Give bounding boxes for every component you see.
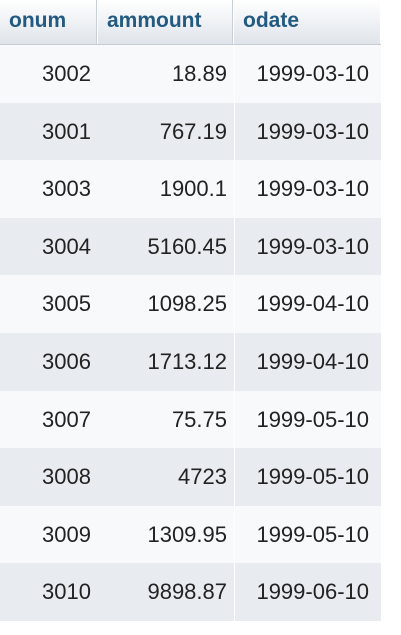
onum-cell: 3004: [42, 233, 91, 259]
odate-cell: 1999-03-10: [234, 102, 381, 161]
odate-cell: 1999-03-10: [234, 160, 381, 218]
odate-cell: 1999-05-10: [234, 448, 381, 506]
table-row[interactable]: 3006 1713.12 1999-04-10: [0, 332, 381, 391]
onum-cell: 3006: [42, 348, 91, 374]
odate-cell: 1999-05-10: [234, 505, 381, 564]
table-row[interactable]: 3002 18.89 1999-03-10: [0, 45, 381, 103]
ammount-cell: 18.89: [171, 61, 227, 86]
table-body: 3002 18.89 1999-03-10 3001 767.19 1999-03-10 3…: [0, 45, 381, 621]
column-header-onum[interactable]: onum: [0, 0, 98, 44]
ammount-cell: 1098.25: [147, 291, 227, 317]
table-row[interactable]: 3009 1309.95 1999-05-10: [0, 505, 381, 564]
ammount-cell: 1309.95: [147, 521, 227, 547]
table-row[interactable]: 3005 1098.25 1999-04-10: [0, 275, 381, 333]
table-row[interactable]: 3001 767.19 1999-03-10: [0, 102, 381, 161]
table-row[interactable]: 3007 75.75 1999-05-10: [0, 390, 381, 449]
onum-cell: 3001: [42, 118, 91, 144]
onum-cell: 3007: [42, 406, 91, 432]
odate-cell: 1999-04-10: [234, 332, 381, 391]
ammount-cell: 9898.87: [147, 579, 227, 605]
onum-cell: 3009: [42, 521, 91, 547]
odate-cell: 1999-05-10: [234, 390, 381, 449]
onum-cell: 3008: [42, 464, 91, 490]
table-row[interactable]: 3008 4723 1999-05-10: [0, 448, 381, 506]
onum-cell: 3002: [42, 61, 91, 86]
table-header-row: onum ammount odate: [0, 0, 381, 45]
ammount-cell: 4723: [178, 464, 227, 490]
odate-cell: 1999-03-10: [234, 217, 381, 276]
ammount-cell: 1900.1: [159, 176, 227, 202]
table-row[interactable]: 3004 5160.45 1999-03-10: [0, 217, 381, 276]
ammount-cell: 5160.45: [147, 233, 227, 259]
ammount-cell: 767.19: [159, 118, 227, 144]
odate-cell: 1999-04-10: [234, 275, 381, 333]
results-table: onum ammount odate 3002 18.89 1999-03-10 30…: [0, 0, 381, 621]
column-header-ammount[interactable]: ammount: [98, 0, 234, 44]
table-row[interactable]: 3010 9898.87 1999-06-10: [0, 563, 381, 621]
odate-cell: 1999-06-10: [234, 563, 381, 621]
onum-cell: 3010: [42, 579, 91, 605]
onum-cell: 3003: [42, 176, 91, 202]
odate-cell: 1999-03-10: [234, 45, 381, 103]
ammount-cell: 75.75: [171, 406, 227, 432]
table-row[interactable]: 3003 1900.1 1999-03-10: [0, 160, 381, 218]
onum-cell: 3005: [42, 291, 91, 317]
ammount-cell: 1713.12: [147, 348, 227, 374]
column-header-odate[interactable]: odate: [234, 0, 381, 44]
